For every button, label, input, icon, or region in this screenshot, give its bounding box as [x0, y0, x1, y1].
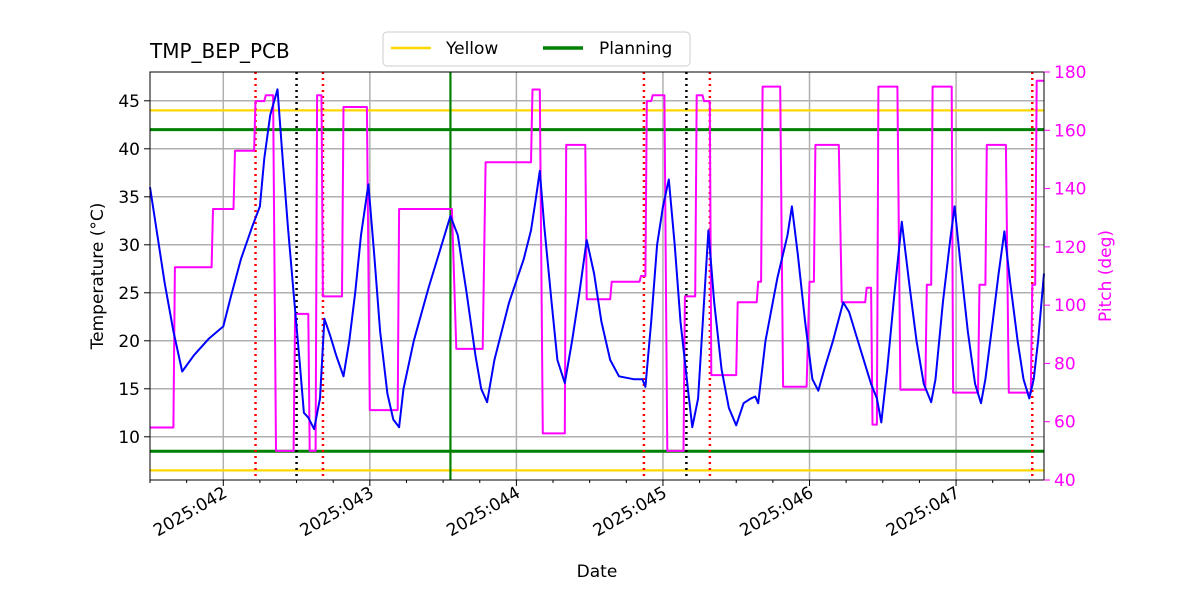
y-axis-left-ticks: 10 15 20 25 30 35 40 45 [118, 92, 150, 448]
y-tick-label-6: 40 [118, 140, 140, 160]
legend-label-yellow: Yellow [445, 39, 498, 59]
y-tick-label-4: 30 [118, 236, 140, 256]
legend-box [382, 31, 691, 67]
y2-tick-label-1: 60 [1054, 413, 1076, 433]
data-series [149, 79, 1045, 452]
y2-tick-label-3: 100 [1054, 296, 1086, 316]
y-tick-label-2: 20 [118, 332, 140, 352]
y2-tick-label-0: 40 [1054, 471, 1076, 491]
y-tick-label-7: 45 [118, 92, 140, 112]
y2-tick-label-6: 160 [1054, 121, 1086, 141]
y2-tick-label-2: 80 [1054, 354, 1076, 374]
y-axis-label: Temperature (°C) [88, 203, 108, 351]
y2-tick-label-4: 120 [1054, 238, 1086, 258]
limit-lines [150, 109, 1044, 472]
y2-axis-label: Pitch (deg) [1096, 230, 1116, 322]
legend: Yellow Planning [382, 31, 691, 67]
legend-label-planning: Planning [599, 39, 672, 59]
x-axis-label: Date [577, 562, 618, 582]
series-line-pitch [150, 79, 1044, 452]
series-line-temperature [149, 88, 1045, 431]
y-axis-right-ticks: 40 60 80 100 120 140 160 180 [1043, 63, 1086, 491]
y-tick-label-3: 25 [118, 284, 140, 304]
y-tick-label-1: 15 [118, 380, 140, 400]
y-tick-label-0: 10 [118, 428, 140, 448]
chart-title: TMP_BEP_PCB [149, 39, 290, 63]
y-tick-label-5: 35 [118, 188, 140, 208]
y2-tick-label-7: 180 [1054, 63, 1086, 83]
y2-tick-label-5: 140 [1054, 180, 1086, 200]
